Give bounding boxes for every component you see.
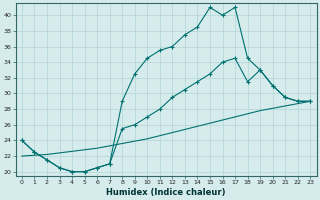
X-axis label: Humidex (Indice chaleur): Humidex (Indice chaleur) bbox=[106, 188, 226, 197]
